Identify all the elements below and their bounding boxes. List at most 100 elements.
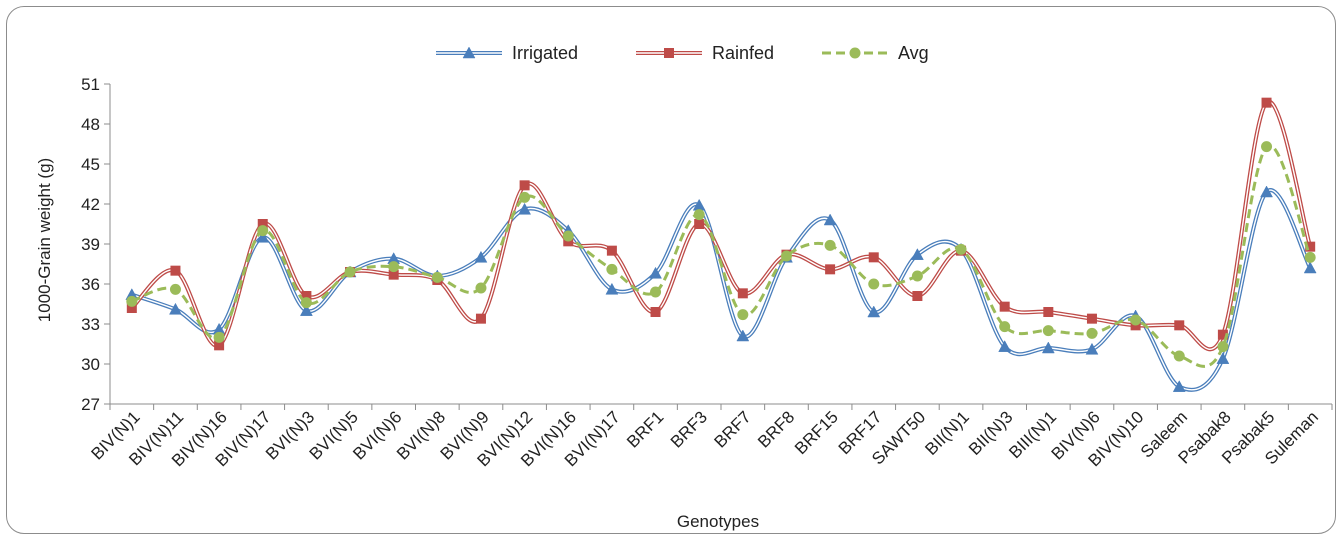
data-point: [736, 329, 750, 342]
data-point: [650, 307, 661, 317]
data-point: [519, 180, 530, 191]
data-point: [868, 252, 879, 263]
data-point: [169, 302, 182, 315]
x-tick-label: BRF7: [710, 407, 754, 451]
data-point: [1305, 241, 1316, 252]
data-point: [213, 331, 225, 343]
data-point: [650, 286, 662, 298]
data-point: [693, 209, 705, 221]
data-point: [126, 295, 138, 307]
y-axis-label: 1000-Grain weight (g): [35, 158, 54, 322]
data-point: [214, 340, 225, 351]
data-point: [301, 291, 312, 301]
data-point: [562, 230, 574, 242]
data-point: [126, 303, 137, 313]
data-point: [824, 239, 836, 251]
y-tick-label: 42: [81, 195, 100, 214]
data-point: [823, 213, 837, 226]
data-point: [257, 219, 268, 229]
data-point: [474, 250, 488, 263]
data-point: [1086, 313, 1097, 324]
x-tick-label: BRF1: [623, 407, 667, 451]
legend-label: Avg: [898, 43, 929, 63]
data-point: [1217, 329, 1228, 340]
y-tick-label: 30: [81, 355, 100, 374]
data-point: [868, 278, 880, 290]
legend-item-rainfed: Rainfed: [636, 43, 774, 63]
data-point: [1217, 341, 1229, 353]
chart-frame: [6, 6, 1336, 534]
data-point: [867, 305, 881, 318]
data-point: [1261, 97, 1272, 108]
data-point: [1041, 341, 1055, 354]
legend-item-avg: Avg: [822, 43, 929, 63]
legend-label: Rainfed: [712, 43, 774, 63]
y-tick-label: 45: [81, 155, 100, 174]
data-point: [606, 245, 617, 256]
data-point: [257, 225, 269, 237]
data-point: [910, 248, 924, 260]
data-point: [1043, 307, 1054, 317]
data-point: [299, 304, 313, 316]
series-line: [131, 143, 1312, 368]
x-tick-label: BRF3: [667, 407, 711, 451]
legend-marker: [849, 47, 861, 59]
data-point: [344, 266, 356, 278]
data-point: [431, 271, 443, 283]
data-point: [605, 282, 619, 295]
y-tick-label: 27: [81, 395, 100, 414]
data-point: [999, 321, 1011, 333]
data-point: [694, 219, 705, 229]
data-point: [649, 266, 662, 279]
data-point: [1086, 327, 1098, 339]
y-tick-label: 48: [81, 115, 100, 134]
data-point: [911, 270, 923, 282]
x-tick-label: BRF15: [791, 407, 842, 458]
data-point: [1216, 352, 1230, 364]
data-point: [169, 283, 181, 295]
legend-marker: [664, 48, 674, 58]
data-point: [388, 261, 400, 273]
data-point: [1042, 325, 1054, 337]
series-avg: [126, 141, 1316, 368]
y-tick-label: 39: [81, 235, 100, 254]
data-point: [1130, 314, 1142, 326]
data-point: [825, 264, 836, 275]
y-tick-label: 33: [81, 315, 100, 334]
legend-marker: [462, 46, 476, 59]
data-point: [1174, 320, 1185, 331]
data-point: [300, 297, 312, 309]
data-point: [1303, 261, 1317, 274]
data-point: [1085, 342, 1099, 355]
data-point: [780, 250, 792, 262]
data-point: [1261, 141, 1273, 153]
data-point: [519, 191, 531, 203]
data-point: [606, 263, 618, 275]
data-point: [737, 309, 749, 321]
data-point: [1173, 350, 1185, 362]
y-tick-label: 51: [81, 75, 100, 94]
legend: Irrigated Rainfed Avg: [436, 43, 929, 63]
series-layer: [125, 97, 1317, 392]
data-point: [1304, 251, 1316, 263]
data-point: [475, 282, 487, 294]
x-axis-label: Genotypes: [677, 512, 759, 531]
data-point: [912, 291, 923, 301]
data-point: [1172, 380, 1186, 392]
data-point: [998, 340, 1012, 352]
series-line: [131, 188, 1312, 392]
legend-label: Irrigated: [512, 43, 578, 63]
data-point: [475, 313, 486, 324]
data-point: [955, 243, 967, 255]
data-point: [388, 269, 399, 280]
legend-item-irrigated: Irrigated: [436, 43, 578, 63]
y-tick-label: 36: [81, 275, 100, 294]
series-line-inner: [131, 189, 1311, 391]
data-point: [518, 202, 532, 215]
x-tick-label: BII(N)1: [921, 407, 973, 459]
data-point: [170, 265, 181, 276]
data-point: [1260, 185, 1273, 198]
axes: 273033363942454851BIV(N)1BIV(N)11BIV(N)1…: [81, 75, 1333, 470]
data-point: [256, 230, 270, 243]
